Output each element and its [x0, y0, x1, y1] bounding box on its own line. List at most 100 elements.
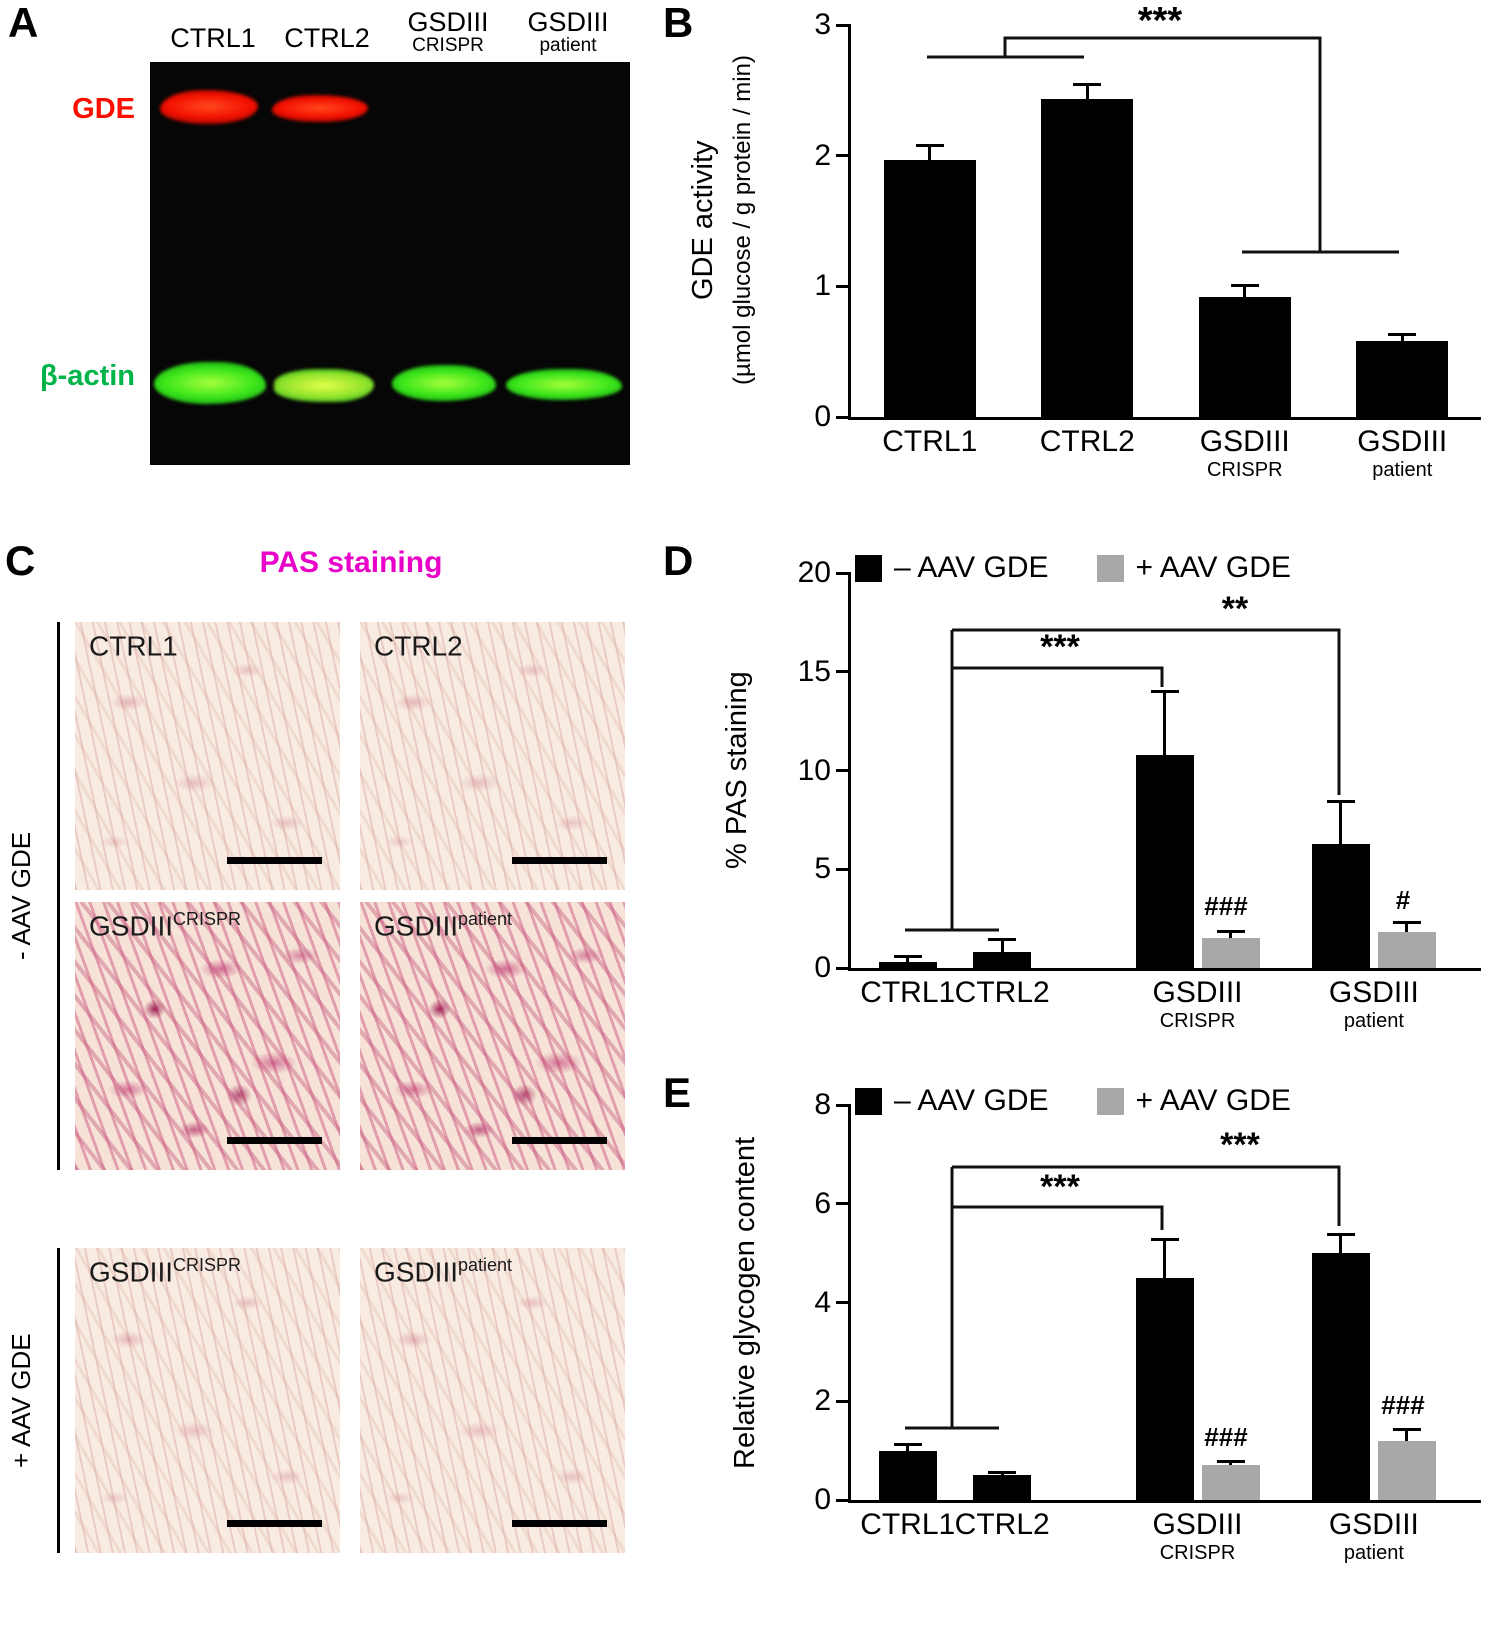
lane-label-text: GSDIII — [527, 7, 609, 37]
chartE-ylabel: Relative glycogen content — [729, 1136, 761, 1469]
gde-band-ctrl1 — [160, 90, 258, 124]
y-tick-mark — [836, 415, 851, 419]
error-bar-cap — [1230, 283, 1259, 287]
pas-image-gsdiii-crispr-plus-aav: GSDIIICRISPR — [75, 1248, 340, 1553]
y-tick-mark — [836, 1202, 851, 1206]
x-category-label-main: GSDIII — [1199, 425, 1290, 458]
x-category-label-main: GSDIII — [1328, 1508, 1419, 1541]
lane-label-text: GSDIII — [407, 7, 489, 37]
chartB-ylabel-line1: GDE activity — [687, 140, 719, 300]
panel-a-label: A — [8, 0, 39, 46]
y-tick-label: 5 — [814, 852, 831, 886]
micro-image-label: GSDIIICRISPR — [89, 1256, 241, 1286]
chartB-ylabel-line2: (µmol glucose / g protein / min) — [729, 55, 756, 385]
y-tick-label: 3 — [814, 8, 831, 41]
bar-ctrl1 — [878, 1450, 937, 1500]
y-tick-label: 15 — [797, 654, 831, 688]
x-category-label: GSDIII CRISPR — [1123, 1508, 1273, 1563]
y-tick-label: 0 — [814, 400, 831, 433]
error-bar-stem — [1243, 283, 1247, 297]
micro-label-text: GSDIII — [89, 1256, 174, 1288]
error-bar-cap — [893, 955, 922, 959]
micro-label-sup: patient — [458, 909, 513, 929]
scale-bar — [512, 1520, 607, 1527]
error-bar-cap — [1392, 1428, 1421, 1432]
y-tick-mark — [836, 154, 851, 158]
y-tick-label: 1 — [814, 269, 831, 303]
x-category-label-sub: patient — [1343, 1009, 1404, 1032]
x-category-label: CTRL1 — [833, 1508, 983, 1543]
y-tick-label: 2 — [814, 1384, 831, 1418]
error-bar-stem — [1000, 938, 1004, 953]
plus-aav-group-label: + AAV GDE — [6, 1333, 36, 1468]
error-bar-cap — [988, 938, 1017, 942]
error-bar-cap — [915, 143, 944, 147]
x-category-label: CTRL1 — [833, 976, 983, 1011]
x-category-label: GSDIII CRISPR — [1170, 425, 1320, 480]
x-category-label-main: CTRL1 — [860, 976, 956, 1009]
micro-label-text: GSDIII — [374, 910, 459, 942]
minus-aav-group-line — [57, 622, 60, 1170]
legend-black-swatch — [855, 554, 882, 582]
pas-image-gsdiii-crispr-minus-aav: GSDIIICRISPR — [75, 902, 340, 1170]
chartE-sig-patient: *** — [1220, 1126, 1260, 1164]
lane-label-subtext: patient — [539, 35, 597, 57]
error-bar-cap — [1326, 1233, 1355, 1237]
bar-ctrl2 — [1041, 99, 1134, 417]
bar-gsdiii-patient — [1311, 1253, 1370, 1500]
bar-gsdiii-crispr — [1201, 1465, 1260, 1500]
bar-ctrl2 — [973, 952, 1032, 968]
micro-label-text: CTRL1 — [89, 630, 178, 662]
error-bar-cap — [1216, 930, 1245, 934]
gde-band-ctrl2 — [272, 95, 368, 122]
actin-band-gsdiii-crispr — [392, 365, 496, 401]
x-category-label-main: CTRL1 — [860, 1508, 956, 1541]
y-tick-label: 10 — [797, 753, 831, 787]
western-blot-image — [150, 62, 630, 465]
gde-row-label: GDE — [72, 93, 135, 125]
error-bar-cap — [1392, 920, 1421, 924]
y-tick-mark — [836, 670, 851, 674]
x-category-label-sub: CRISPR — [1206, 458, 1283, 481]
x-category-label: GSDIII patient — [1327, 425, 1477, 480]
x-category-label-main: GSDIII — [1152, 976, 1243, 1009]
bar-ctrl2 — [973, 1475, 1032, 1500]
error-bar-cap — [1216, 1459, 1245, 1463]
error-bar-cap — [988, 1471, 1017, 1475]
glycogen-content-chart: 0 2 4 6 8 CTRL1 CTRL2 GSDIII CRISPR GSDIII patient — [814, 1090, 1481, 1563]
x-category-label: CTRL2 — [927, 976, 1077, 1011]
error-bar-stem — [1163, 689, 1166, 755]
micro-image-label: CTRL2 — [374, 630, 463, 660]
bar-gsdiii-patient — [1377, 1440, 1436, 1500]
x-category-label: GSDIII patient — [1299, 1508, 1449, 1563]
y-tick-label: 6 — [814, 1186, 831, 1220]
error-bar-stem — [1229, 930, 1232, 939]
micro-label-sup: patient — [458, 1255, 513, 1275]
micro-image-label: GSDIIIpatient — [374, 910, 512, 940]
y-tick-mark — [836, 769, 851, 772]
micro-label-text: GSDIII — [89, 910, 174, 942]
lane-label-gsdiii-patient: GSDIII patient — [513, 8, 623, 56]
lane-label-gsdiii-crispr: GSDIII CRISPR — [393, 8, 503, 56]
bar-gsdiii-crispr — [1135, 754, 1194, 968]
lane-label-text: CTRL1 — [170, 23, 256, 53]
error-bar-cap — [1388, 333, 1417, 337]
chartD-ylabel: % PAS staining — [721, 671, 753, 870]
chartE-hash-patient: ### — [1381, 1390, 1425, 1420]
scale-bar — [512, 857, 607, 864]
error-bar-stem — [906, 955, 910, 963]
panel-b-label: B — [663, 0, 694, 46]
y-tick-mark — [836, 23, 851, 27]
pas-image-gsdiii-patient-plus-aav: GSDIIIpatient — [360, 1248, 625, 1553]
y-tick-label: 0 — [814, 951, 831, 984]
micro-image-label: GSDIIIpatient — [374, 1256, 512, 1286]
legend-minus-aav-label: – AAV GDE — [894, 1084, 1049, 1117]
error-bar-stem — [1405, 920, 1409, 933]
bar-gsdiii-crispr — [1201, 938, 1260, 968]
error-bar-stem — [1400, 333, 1404, 342]
error-bar-cap — [893, 1443, 922, 1447]
chartB-significance-stars: *** — [1137, 0, 1183, 42]
x-category-label-main: CTRL2 — [1039, 425, 1135, 458]
x-category-label-main: CTRL2 — [954, 1508, 1050, 1541]
y-tick-mark — [836, 284, 851, 288]
